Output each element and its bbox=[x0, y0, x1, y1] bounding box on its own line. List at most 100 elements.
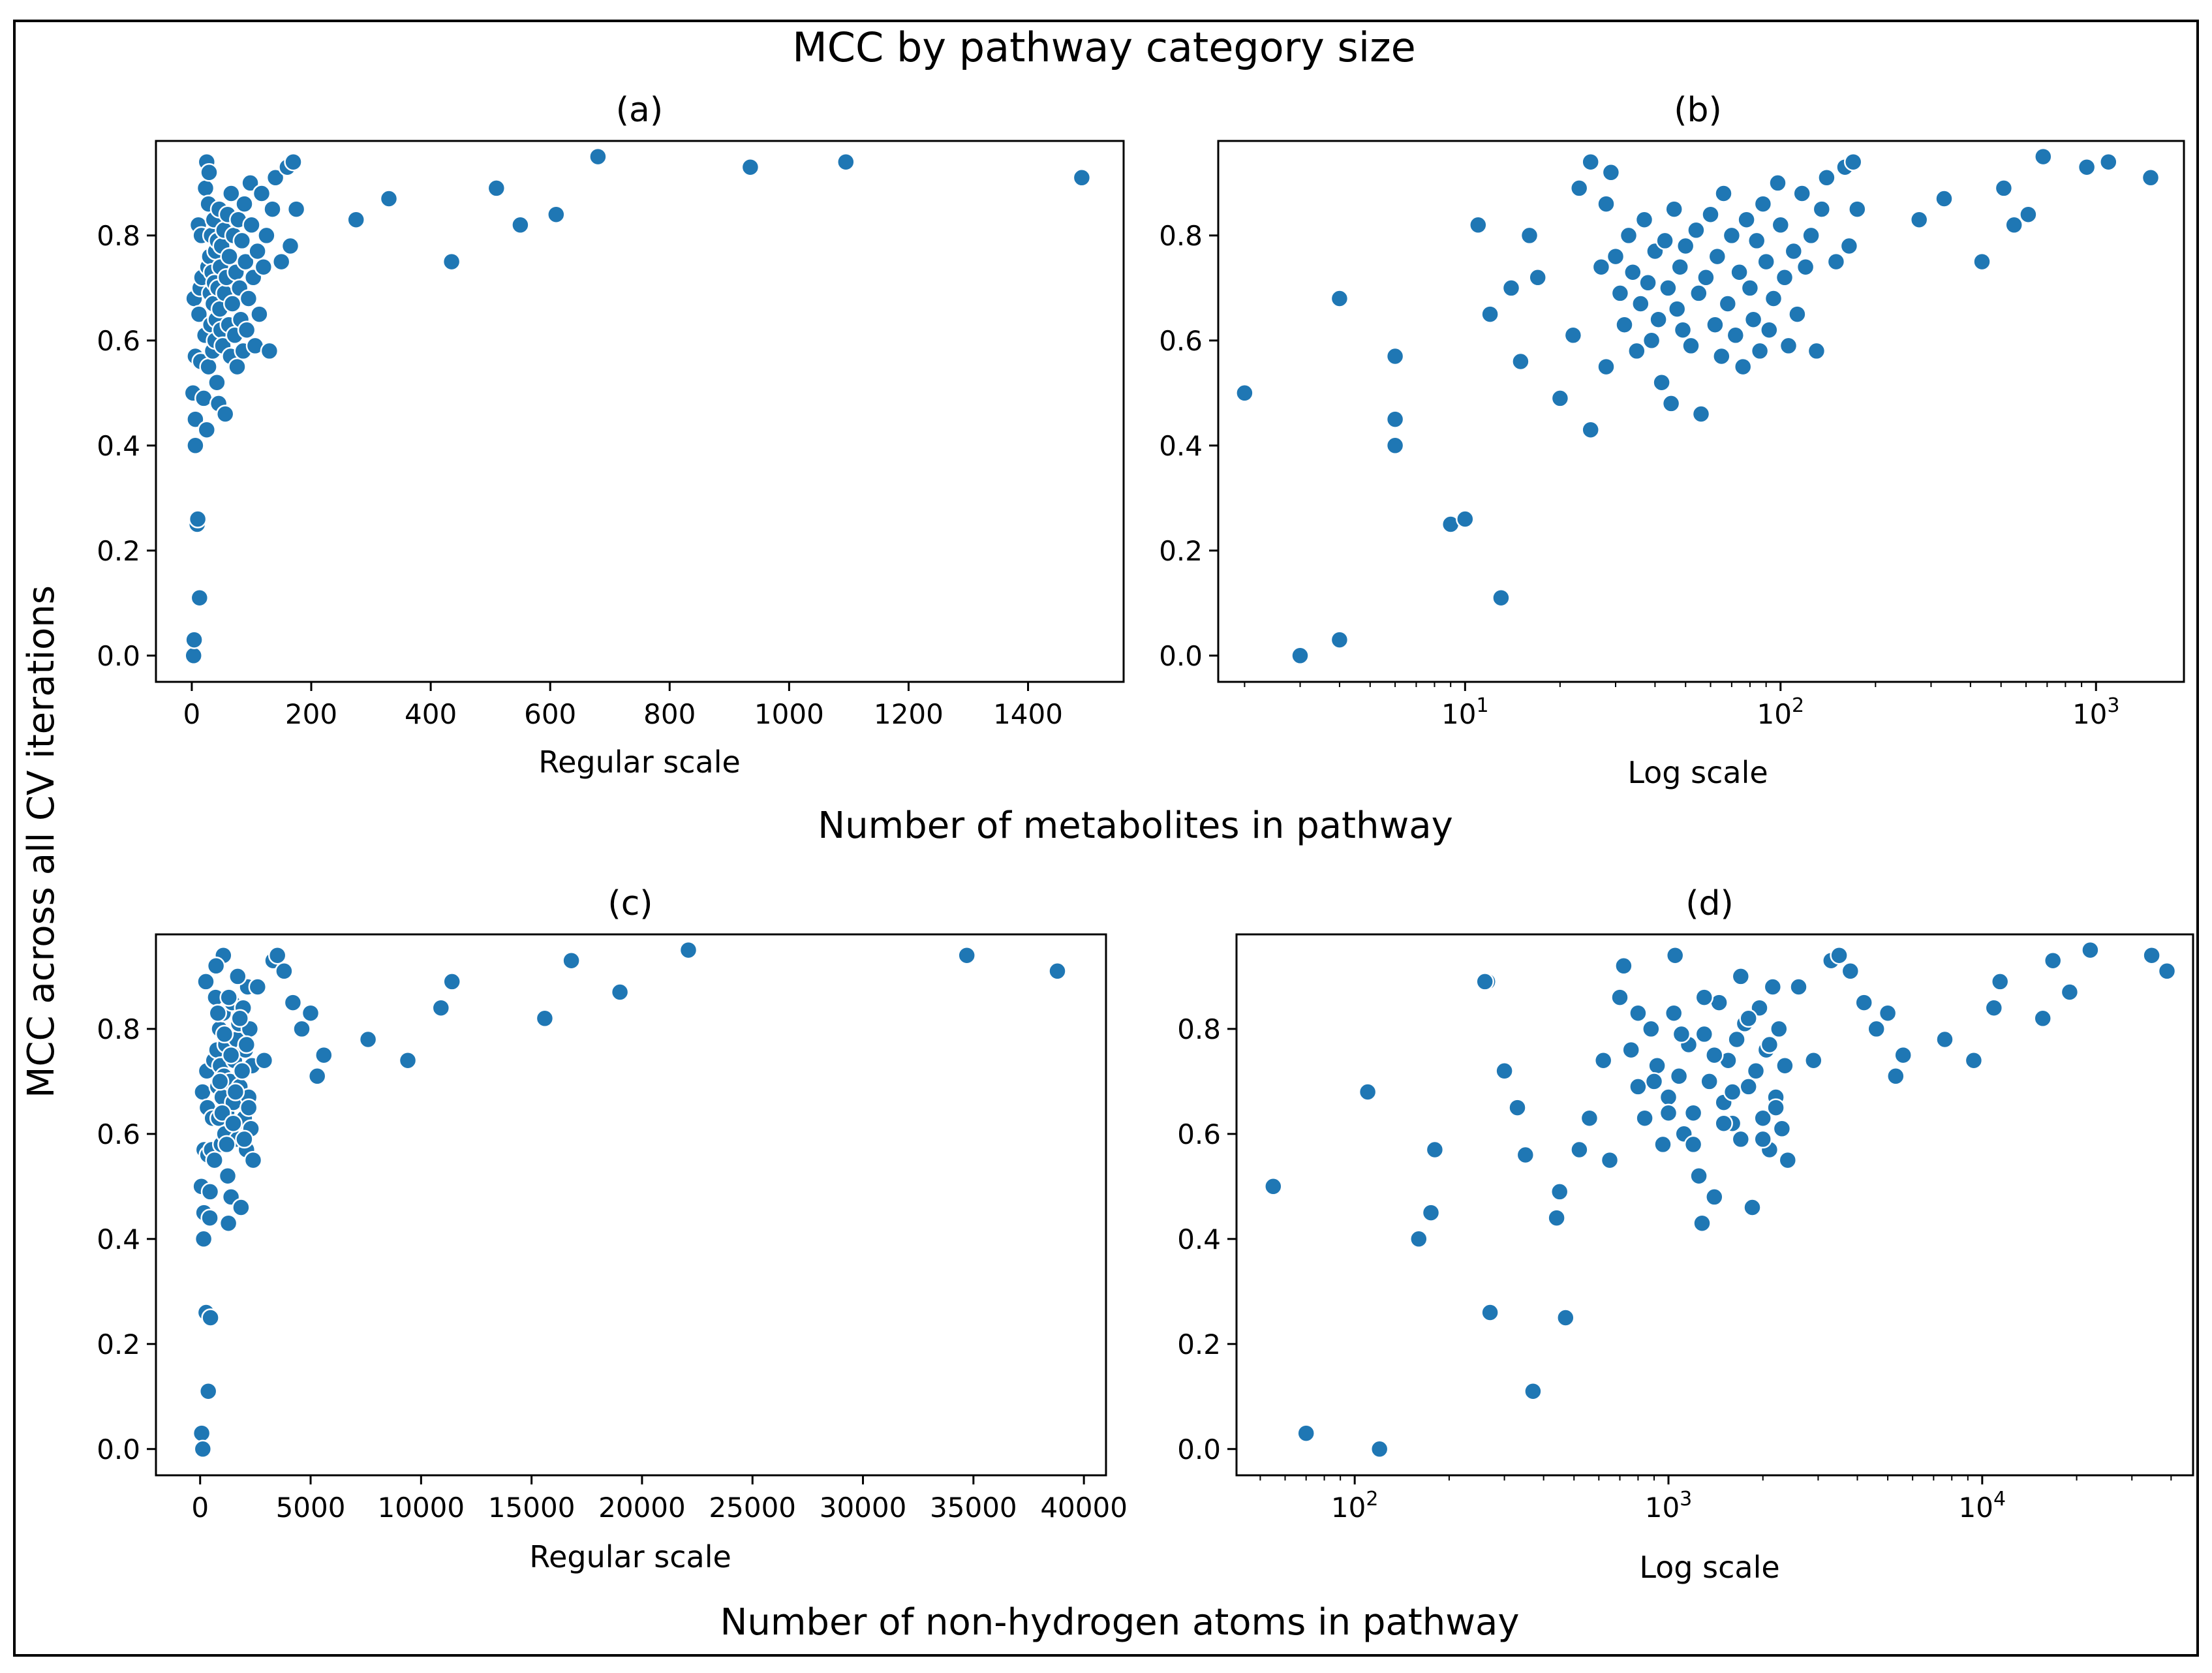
panel-a-data-point bbox=[222, 184, 241, 203]
panel-a-data-point bbox=[284, 152, 303, 172]
panel-d-data-point bbox=[1358, 1082, 1377, 1101]
panel-c-ytick-label: 0.4 bbox=[97, 1223, 140, 1255]
panel-c-data-point bbox=[193, 1082, 212, 1101]
panel-b-data-point bbox=[1291, 646, 1310, 666]
panel-d-data-point bbox=[1508, 1098, 1527, 1117]
panel-d-data-point bbox=[1672, 1024, 1691, 1044]
panel-b-data-point bbox=[1615, 315, 1634, 334]
panel-b-data-point bbox=[1839, 236, 1859, 256]
panel-d-data-point bbox=[1600, 1150, 1620, 1170]
panel-b-data-point bbox=[1631, 294, 1650, 313]
panel-d-xtick-label: 102 bbox=[1331, 1488, 1379, 1524]
panel-c-title: (c) bbox=[607, 884, 653, 923]
panel-b-data-point bbox=[1788, 305, 1807, 324]
panel-d-data-point bbox=[1664, 1004, 1683, 1022]
panel-d-data-point bbox=[2157, 962, 2177, 981]
panel-d-data-point bbox=[1804, 1051, 1823, 1070]
panel-b-title: (b) bbox=[1674, 91, 1722, 130]
panel-b-data-point bbox=[1726, 326, 1745, 345]
panel-b-data-point bbox=[1597, 357, 1616, 376]
panel-b-data-point bbox=[1784, 241, 1804, 261]
panel-c-xtick-label: 40000 bbox=[1040, 1492, 1128, 1524]
panel-d-data-point bbox=[1425, 1140, 1445, 1159]
panel-b-data-point bbox=[1697, 268, 1715, 287]
panel-d-data-point bbox=[1990, 972, 2010, 991]
panel-d: (d) Log scale 0.0 0.2 0.4 0.6 0.8 102 103 104 bbox=[1177, 884, 2194, 1585]
panel-b-data-point bbox=[1689, 284, 1708, 303]
panel-b-data-point bbox=[1655, 231, 1674, 251]
panel-d-ytick-label: 0.0 bbox=[1177, 1434, 1221, 1466]
panel-c-data-point bbox=[237, 1035, 256, 1054]
panel-d-data-point bbox=[1614, 957, 1633, 975]
panel-d-ticks: 0.0 0.2 0.4 0.6 0.8 102 103 104 bbox=[1177, 1013, 2172, 1524]
shared-ylabel: MCC across all CV iterations bbox=[20, 585, 63, 1098]
panel-d-data-point bbox=[1854, 993, 1873, 1012]
panel-a-data-point bbox=[190, 588, 209, 607]
panel-a-data-point bbox=[346, 210, 365, 229]
panel-d-data-point bbox=[1659, 1088, 1678, 1107]
panel-a-data-point bbox=[236, 252, 255, 271]
panel-d-data-point bbox=[1746, 1062, 1766, 1081]
panel-b-data-point bbox=[1385, 346, 1405, 366]
panel-c-data-point bbox=[248, 977, 268, 996]
panel-b-data-point bbox=[1909, 210, 1929, 229]
panel-a-data-point bbox=[281, 236, 300, 256]
panel-d-ytick-label: 0.4 bbox=[1177, 1223, 1221, 1255]
panel-a-data-point bbox=[379, 189, 399, 208]
panel-d-data-point bbox=[1629, 1004, 1648, 1022]
panel-b-data-point bbox=[1796, 257, 1815, 277]
panel-c-data-point bbox=[218, 1166, 238, 1186]
panel-b-data-point bbox=[2077, 157, 2097, 177]
panel-b-data-point bbox=[1492, 588, 1511, 607]
panel-d-data-point bbox=[1841, 962, 1860, 981]
panel-d-data-point bbox=[1683, 1135, 1703, 1154]
panel-b-data-point bbox=[1848, 200, 1867, 219]
panel-d-data-point bbox=[1547, 1208, 1566, 1227]
panel-b-data-point bbox=[1753, 194, 1773, 213]
panel-b-data-point bbox=[1670, 257, 1689, 277]
panel-d-data-point bbox=[2142, 945, 2161, 965]
panel-d-data-point bbox=[1753, 1109, 1772, 1128]
panel-d-data-point bbox=[1669, 1067, 1689, 1086]
panel-d-data-point bbox=[1984, 998, 2004, 1017]
panel-a-data-point bbox=[254, 257, 273, 277]
panel-d-data-point bbox=[1421, 1203, 1441, 1222]
panel-a-data-point bbox=[487, 179, 506, 198]
panel-d-data-point bbox=[1778, 1150, 1798, 1170]
panel-a-data-point bbox=[271, 252, 291, 271]
panel-c-xlabel: Regular scale bbox=[529, 1539, 731, 1574]
panel-c-ytick-label: 0.0 bbox=[97, 1434, 140, 1466]
panel-d-data-point bbox=[2081, 940, 2100, 960]
panel-a-data-point bbox=[185, 630, 204, 649]
panel-a-data-point bbox=[239, 289, 258, 308]
panel-a-data-point bbox=[199, 357, 218, 376]
panel-d-data-point bbox=[1753, 1129, 1772, 1149]
panel-b-data-point bbox=[1569, 179, 1589, 198]
panel-b-xtick-label: 103 bbox=[2072, 694, 2120, 730]
panel-d-data-point bbox=[1830, 945, 1849, 965]
panel-c-data-point bbox=[201, 1308, 220, 1327]
panel-a-data-point bbox=[200, 163, 219, 182]
panel-c-data-point bbox=[232, 1198, 251, 1217]
panel-b-data-point bbox=[1771, 215, 1790, 235]
panel-d-data-point bbox=[1731, 1129, 1751, 1149]
panel-d-points bbox=[1264, 940, 2177, 1459]
panel-b-data-point bbox=[1591, 257, 1611, 277]
panel-b-data-point bbox=[1623, 262, 1642, 282]
panel-a-data-point bbox=[232, 231, 252, 251]
panel-b-xlabel: Log scale bbox=[1627, 755, 1768, 790]
panel-c-data-point bbox=[957, 945, 976, 965]
panel-a-data-point bbox=[196, 179, 215, 198]
panel-b-data-point bbox=[2005, 215, 2023, 235]
panel-d-data-point bbox=[1705, 1188, 1724, 1206]
panel-c-data-point bbox=[205, 1150, 224, 1170]
panel-d-data-point bbox=[2033, 1009, 2052, 1028]
panel-b-data-point bbox=[2034, 147, 2053, 166]
panel-d-data-point bbox=[1770, 1019, 1789, 1039]
panel-d-data-point bbox=[1935, 1030, 1954, 1049]
panel-d-data-point bbox=[1695, 1024, 1714, 1044]
panel-a-frame bbox=[155, 140, 1125, 683]
panel-c-data-point bbox=[194, 1229, 213, 1249]
panel-b-data-point bbox=[1760, 320, 1779, 339]
panel-b-data-point bbox=[1750, 341, 1770, 361]
